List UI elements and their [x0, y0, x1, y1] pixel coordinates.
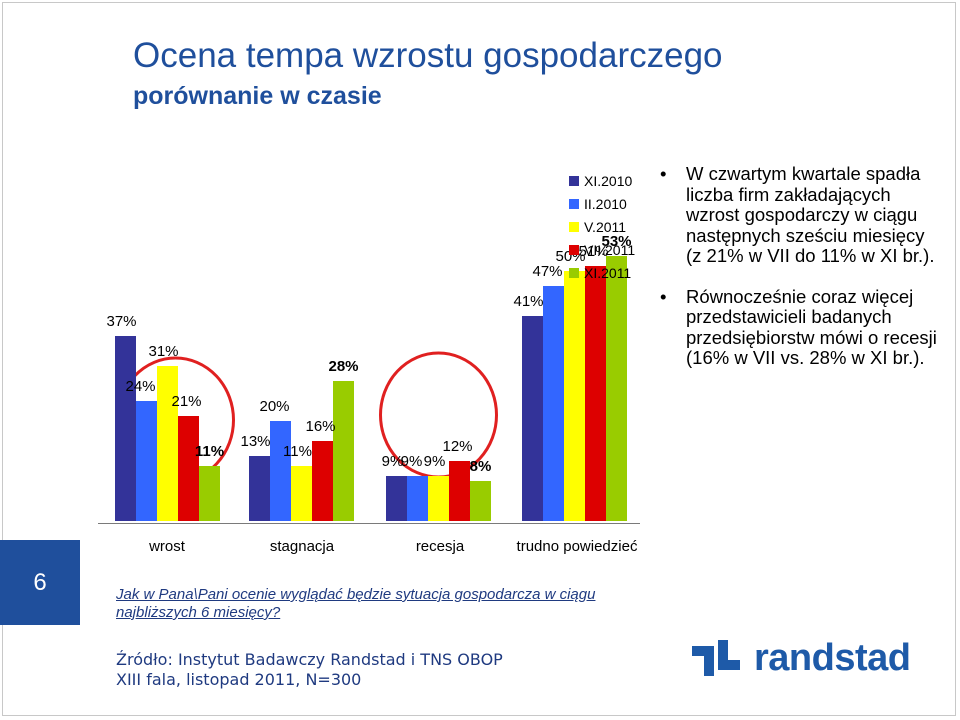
category-label: trudno powiedzieć	[517, 538, 638, 555]
bar	[136, 401, 157, 521]
bar	[585, 266, 606, 521]
data-label: 9%	[401, 453, 423, 470]
bar	[564, 271, 585, 521]
source-note: Źródło: Instytut Badawczy Randstad i TNS…	[116, 650, 503, 690]
bar	[157, 366, 178, 521]
data-label: 47%	[532, 263, 562, 280]
bullet-list: • W czwartym kwartale spadła liczba firm …	[660, 163, 940, 389]
bar	[543, 286, 564, 521]
data-label: 9%	[382, 453, 404, 470]
category-label: recesja	[416, 538, 465, 555]
legend-swatch	[569, 222, 579, 232]
data-label: 12%	[442, 438, 472, 455]
legend-swatch	[569, 199, 579, 209]
bullet-item: • W czwartym kwartale spadła liczba firm …	[660, 163, 940, 267]
bar	[312, 441, 333, 521]
bar	[178, 416, 199, 521]
page-title: Ocena tempa wzrostu gospodarczego	[133, 36, 723, 75]
bar	[522, 316, 543, 521]
category-label: wrost	[148, 538, 186, 555]
logo-wordmark: randstad	[754, 636, 911, 679]
data-label: 51%	[578, 243, 608, 260]
category-label: stagnacja	[270, 538, 335, 555]
legend-label: II.2010	[584, 196, 627, 212]
bullet-dot-icon: •	[660, 285, 667, 307]
legend-swatch	[569, 245, 579, 255]
bar	[470, 481, 491, 521]
bar	[428, 476, 449, 521]
bar	[333, 381, 354, 521]
randstad-mark-icon	[692, 640, 740, 676]
source-line: Źródło: Instytut Badawczy Randstad i TNS…	[116, 650, 503, 669]
source-line: XIII fala, listopad 2011, N=300	[116, 670, 362, 689]
bar	[199, 466, 220, 521]
legend-label: VII.2011	[584, 242, 635, 258]
bar	[606, 256, 627, 521]
bar	[249, 456, 270, 521]
data-label: 31%	[148, 343, 178, 360]
bullet-text: Równocześnie coraz więcej przedstawiciel…	[686, 285, 937, 368]
bar	[386, 476, 407, 521]
survey-question: Jak w Pana\Pani ocenie wyglądać będzie s…	[116, 586, 596, 621]
bar	[291, 466, 312, 521]
data-label: 21%	[171, 393, 201, 410]
data-label: 11%	[283, 443, 312, 460]
legend-swatch	[569, 268, 579, 278]
legend-label: XI.2010	[584, 173, 632, 189]
page-number: 6	[0, 540, 80, 625]
bullet-dot-icon: •	[660, 163, 667, 184]
data-label: 24%	[125, 378, 155, 395]
data-label: 11%	[195, 443, 224, 460]
page-subtitle: porównanie w czasie	[133, 82, 382, 110]
data-label: 37%	[106, 313, 136, 330]
legend-swatch	[569, 176, 579, 186]
data-label: 9%	[424, 453, 446, 470]
data-label: 41%	[513, 293, 543, 310]
data-label: 13%	[240, 433, 270, 450]
data-label: 20%	[259, 398, 289, 415]
bar	[270, 421, 291, 521]
data-label: 16%	[305, 418, 335, 435]
bar	[407, 476, 428, 521]
randstad-logo: randstad	[690, 633, 911, 683]
data-label: 53%	[601, 233, 631, 250]
bar	[115, 336, 136, 521]
bullet-text: W czwartym kwartale spadła liczba firm z…	[686, 163, 935, 266]
data-label: 8%	[470, 458, 492, 475]
data-label: 28%	[328, 358, 358, 375]
legend-label: V.2011	[584, 219, 626, 235]
divider	[98, 523, 640, 524]
bullet-item: • Równocześnie coraz więcej przedstawicie…	[660, 285, 940, 369]
legend-label: XI.2011	[584, 265, 631, 281]
bar	[449, 461, 470, 521]
